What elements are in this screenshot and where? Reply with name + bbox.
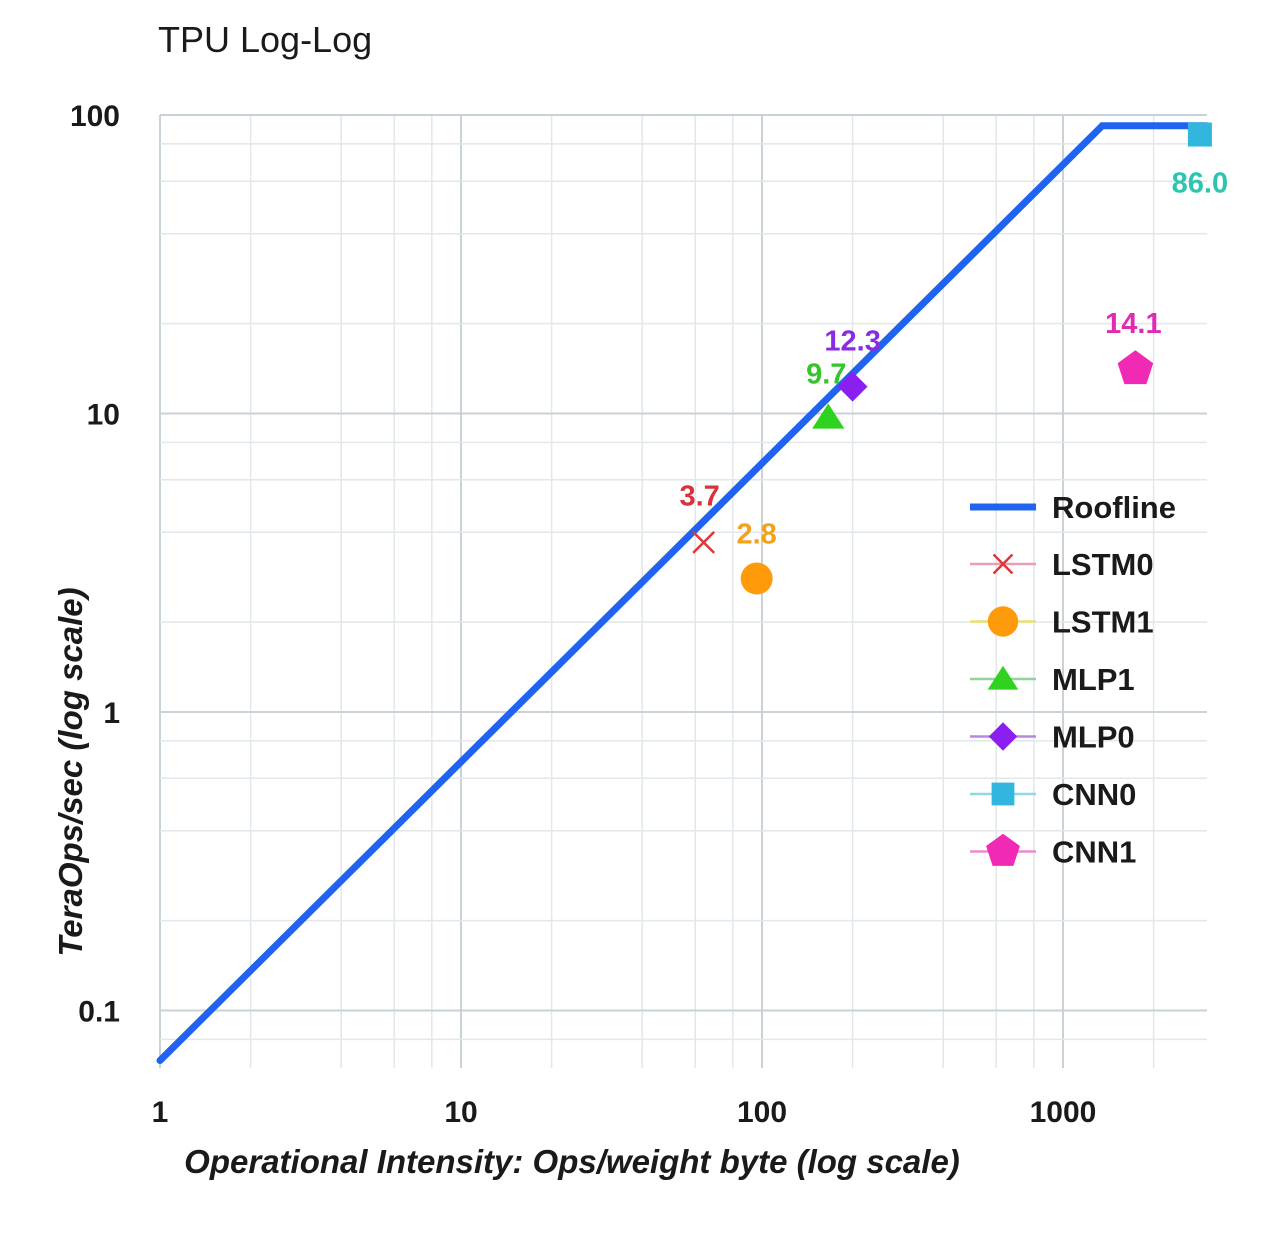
chart-title: TPU Log-Log	[158, 19, 372, 60]
legend-label: CNN1	[1052, 835, 1136, 870]
legend-item-cnn0: CNN0	[970, 777, 1136, 812]
x-tick-label: 10	[444, 1096, 477, 1129]
x-stroke	[692, 531, 716, 554]
data-points: 3.72.89.712.386.014.1	[679, 122, 1228, 595]
y-tick-label: 1	[103, 697, 120, 730]
legend-item-roofline: Roofline	[970, 490, 1176, 525]
y-tick-label: 100	[70, 100, 120, 133]
square-icon	[991, 782, 1015, 806]
x-icon	[992, 553, 1014, 575]
legend-label: CNN0	[1052, 777, 1136, 812]
point-mlp1	[812, 403, 845, 429]
data-label-lstm1: 2.8	[736, 519, 776, 551]
legend-label: Roofline	[1052, 490, 1176, 525]
roofline-line	[156, 122, 1211, 1064]
pentagon-icon	[986, 833, 1020, 866]
legend-label: LSTM1	[1052, 605, 1154, 640]
grid	[159, 114, 1207, 1068]
x-tick-label: 1	[152, 1096, 169, 1129]
legend-item-cnn1: CNN1	[970, 833, 1136, 870]
x-stroke	[992, 553, 1014, 575]
data-label-mlp0: 12.3	[824, 326, 880, 358]
diamond-icon	[988, 722, 1018, 751]
point-cnn1	[1117, 350, 1154, 385]
data-label-cnn1: 14.1	[1105, 308, 1161, 340]
legend-label: LSTM0	[1052, 547, 1154, 582]
legend-item-lstm0: LSTM0	[970, 547, 1154, 582]
point-mlp0	[837, 371, 868, 402]
circle-icon	[987, 606, 1019, 637]
y-axis-label: TeraOps/sec (log scale)	[52, 587, 89, 956]
point-cnn0	[1187, 122, 1212, 147]
point-lstm0	[692, 531, 716, 554]
point-lstm1	[740, 562, 773, 595]
legend: Roofline LSTM0 LSTM1 MLP1 MLP0 CNN0 CNN1	[970, 490, 1176, 870]
x-tick-labels: 1 10 100 1000	[152, 1096, 1097, 1129]
x-axis-label: Operational Intensity: Ops/weight byte (…	[184, 1143, 960, 1180]
triangle-icon	[987, 665, 1019, 690]
data-label-cnn0: 86.0	[1172, 168, 1228, 200]
roofline	[156, 122, 1211, 1064]
data-label-lstm0: 3.7	[679, 480, 719, 512]
legend-label: MLP1	[1052, 662, 1135, 697]
y-tick-label: 0.1	[78, 996, 120, 1029]
legend-item-mlp0: MLP0	[970, 720, 1135, 755]
y-tick-label: 10	[87, 399, 120, 432]
legend-item-lstm1: LSTM1	[970, 605, 1154, 640]
legend-item-mlp1: MLP1	[970, 662, 1135, 697]
x-tick-label: 100	[737, 1096, 787, 1129]
legend-label: MLP0	[1052, 720, 1135, 755]
x-tick-label: 1000	[1030, 1096, 1097, 1129]
y-tick-labels: 0.1 1 10 100	[70, 100, 120, 1029]
